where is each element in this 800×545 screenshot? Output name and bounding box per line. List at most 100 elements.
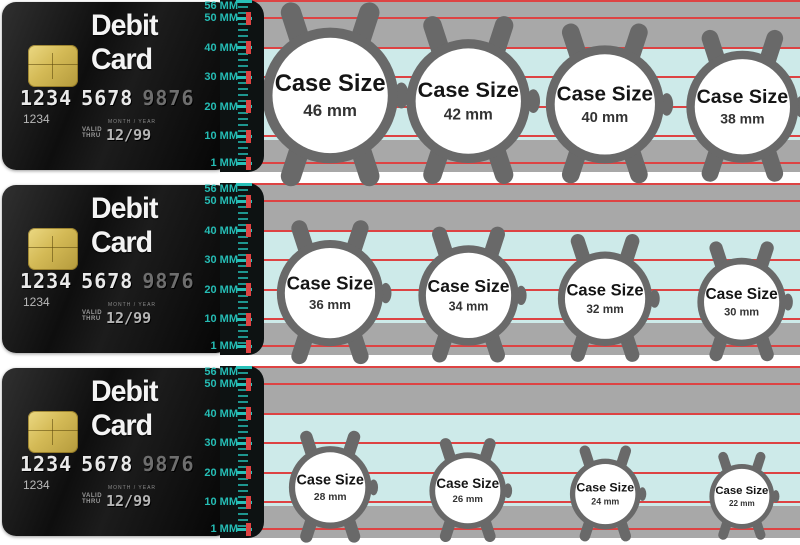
ruler-tick-minor-icon — [238, 312, 248, 315]
account-number: 1234 — [23, 478, 50, 492]
ruler-label: 30 MM — [204, 254, 238, 267]
ruler-label: 1 MM — [210, 340, 239, 352]
ruler-tick-minor-icon — [238, 283, 248, 285]
expiry-date: 12/99 — [106, 126, 152, 144]
watch-face — [435, 458, 501, 524]
ruler-tick-minor-icon — [238, 407, 248, 409]
ruler-tick-minor-icon — [238, 277, 248, 280]
ruler-tick-minor-icon — [238, 401, 248, 404]
card-chip-icon — [28, 45, 78, 87]
case-size-title: Case Size — [427, 276, 509, 296]
mm-measure-marker — [246, 253, 251, 267]
watch-face — [284, 247, 376, 339]
ruler-tick-minor-icon — [238, 519, 248, 522]
ruler-tick-minor-icon — [238, 235, 248, 238]
ruler-label: 40 MM — [204, 407, 238, 420]
watch-face — [574, 463, 636, 524]
case-size-value: 26 mm — [453, 494, 483, 505]
ruler-label: 40 MM — [204, 224, 238, 237]
ruler-tick-minor-icon — [238, 52, 248, 55]
ruler-label: 50 MM — [204, 12, 238, 25]
watch-face — [694, 59, 790, 155]
ruler-tick-minor-icon — [238, 483, 248, 486]
mm-measure-marker — [246, 129, 251, 143]
month-year-label: MONTH / YEAR — [108, 119, 157, 125]
card-number-group: 1234 — [20, 452, 73, 476]
watch-36mm: Case Size 36 mm — [276, 220, 392, 364]
mm-measure-line — [248, 528, 800, 530]
mm-measure-line — [248, 345, 800, 347]
watch-face — [714, 469, 770, 525]
ruler-tick-minor-icon — [238, 5, 248, 8]
mm-measure-marker — [246, 100, 251, 114]
ruler-tick-minor-icon — [238, 100, 248, 102]
ruler-tick-minor-icon — [238, 188, 248, 191]
case-size-title: Case Size — [275, 71, 386, 97]
ruler-tick-minor-icon — [238, 330, 248, 333]
mm-measure-marker — [246, 70, 251, 84]
card-number-group: 1234 — [20, 86, 73, 110]
case-size-value: 42 mm — [443, 107, 492, 124]
account-number: 1234 — [23, 295, 50, 309]
ruler-tick-minor-icon — [238, 88, 248, 91]
card-number-group: 5678 — [81, 452, 134, 476]
ruler-tick-minor-icon — [238, 389, 248, 392]
card-number: 1234 5678 9876 — [20, 269, 195, 293]
ruler-tick-minor-icon — [238, 265, 248, 268]
ruler-tick-minor-icon — [238, 111, 248, 114]
ruler-label: 50 MM — [204, 378, 238, 391]
case-size-title: Case Size — [576, 480, 634, 494]
ruler-label: 1 MM — [210, 157, 239, 169]
ruler-tick-minor-icon — [238, 64, 248, 67]
ruler-tick-minor-icon — [238, 212, 248, 215]
ruler-tick-minor-icon — [238, 153, 248, 156]
ruler-tick-minor-icon — [238, 466, 248, 468]
mm-measure-line — [248, 366, 800, 368]
case-size-title: Case Size — [706, 286, 779, 303]
ruler-tick-minor-icon — [238, 513, 248, 516]
case-size-value: 30 mm — [724, 306, 759, 318]
watch-crown-icon — [783, 293, 794, 311]
mm-measure-marker — [246, 407, 251, 421]
case-size-title: Case Size — [696, 86, 788, 108]
ruler-tick-major-icon — [236, 288, 252, 292]
mm-measure-marker — [246, 522, 251, 536]
expiry-date: 12/99 — [106, 309, 152, 327]
watch-face — [704, 264, 780, 340]
ruler-tick-major-icon — [236, 366, 252, 369]
ruler-tick-minor-icon — [238, 495, 248, 498]
mm-measure-marker — [246, 436, 251, 450]
watch-46mm: Case Size 46 mm — [262, 2, 409, 186]
mm-ruler — [220, 0, 264, 172]
ruler-tick-minor-icon — [238, 129, 248, 132]
watch-face — [272, 37, 388, 153]
card-number-group: 9876 — [142, 452, 195, 476]
watch-42mm: Case Size 42 mm — [406, 16, 540, 184]
watch-face — [425, 253, 511, 339]
ruler-tick-minor-icon — [238, 436, 248, 439]
ruler-tick-minor-icon — [238, 377, 248, 380]
card-number-group: 1234 — [20, 269, 73, 293]
mm-measure-marker — [246, 11, 251, 25]
ruler-tick-minor-icon — [238, 306, 248, 309]
case-size-title: Case Size — [296, 473, 363, 489]
mm-measure-marker — [246, 466, 251, 480]
card-chip-icon — [28, 411, 78, 453]
ruler-tick-minor-icon — [238, 477, 248, 480]
card-number-group: 5678 — [81, 269, 134, 293]
ruler-tick-minor-icon — [238, 430, 248, 433]
case-size-value: 40 mm — [582, 110, 629, 126]
watch-crown-icon — [649, 289, 660, 308]
ruler-label: 1 MM — [210, 523, 239, 535]
ruler-tick-minor-icon — [238, 147, 248, 150]
mm-measure-marker — [246, 312, 251, 326]
ruler-tick-minor-icon — [238, 218, 248, 221]
debit-card: Debit Card 1234 5678 9876 1234 VALID THRU … — [2, 368, 230, 536]
ruler-tick-minor-icon — [238, 70, 248, 73]
ruler-tick-minor-icon — [238, 94, 248, 97]
mm-measure-marker — [246, 194, 251, 208]
ruler-tick-minor-icon — [238, 324, 248, 327]
card-number-group: 9876 — [142, 86, 195, 110]
ruler-tick-minor-icon — [238, 23, 248, 26]
watch-32mm: Case Size 32 mm — [557, 234, 660, 362]
